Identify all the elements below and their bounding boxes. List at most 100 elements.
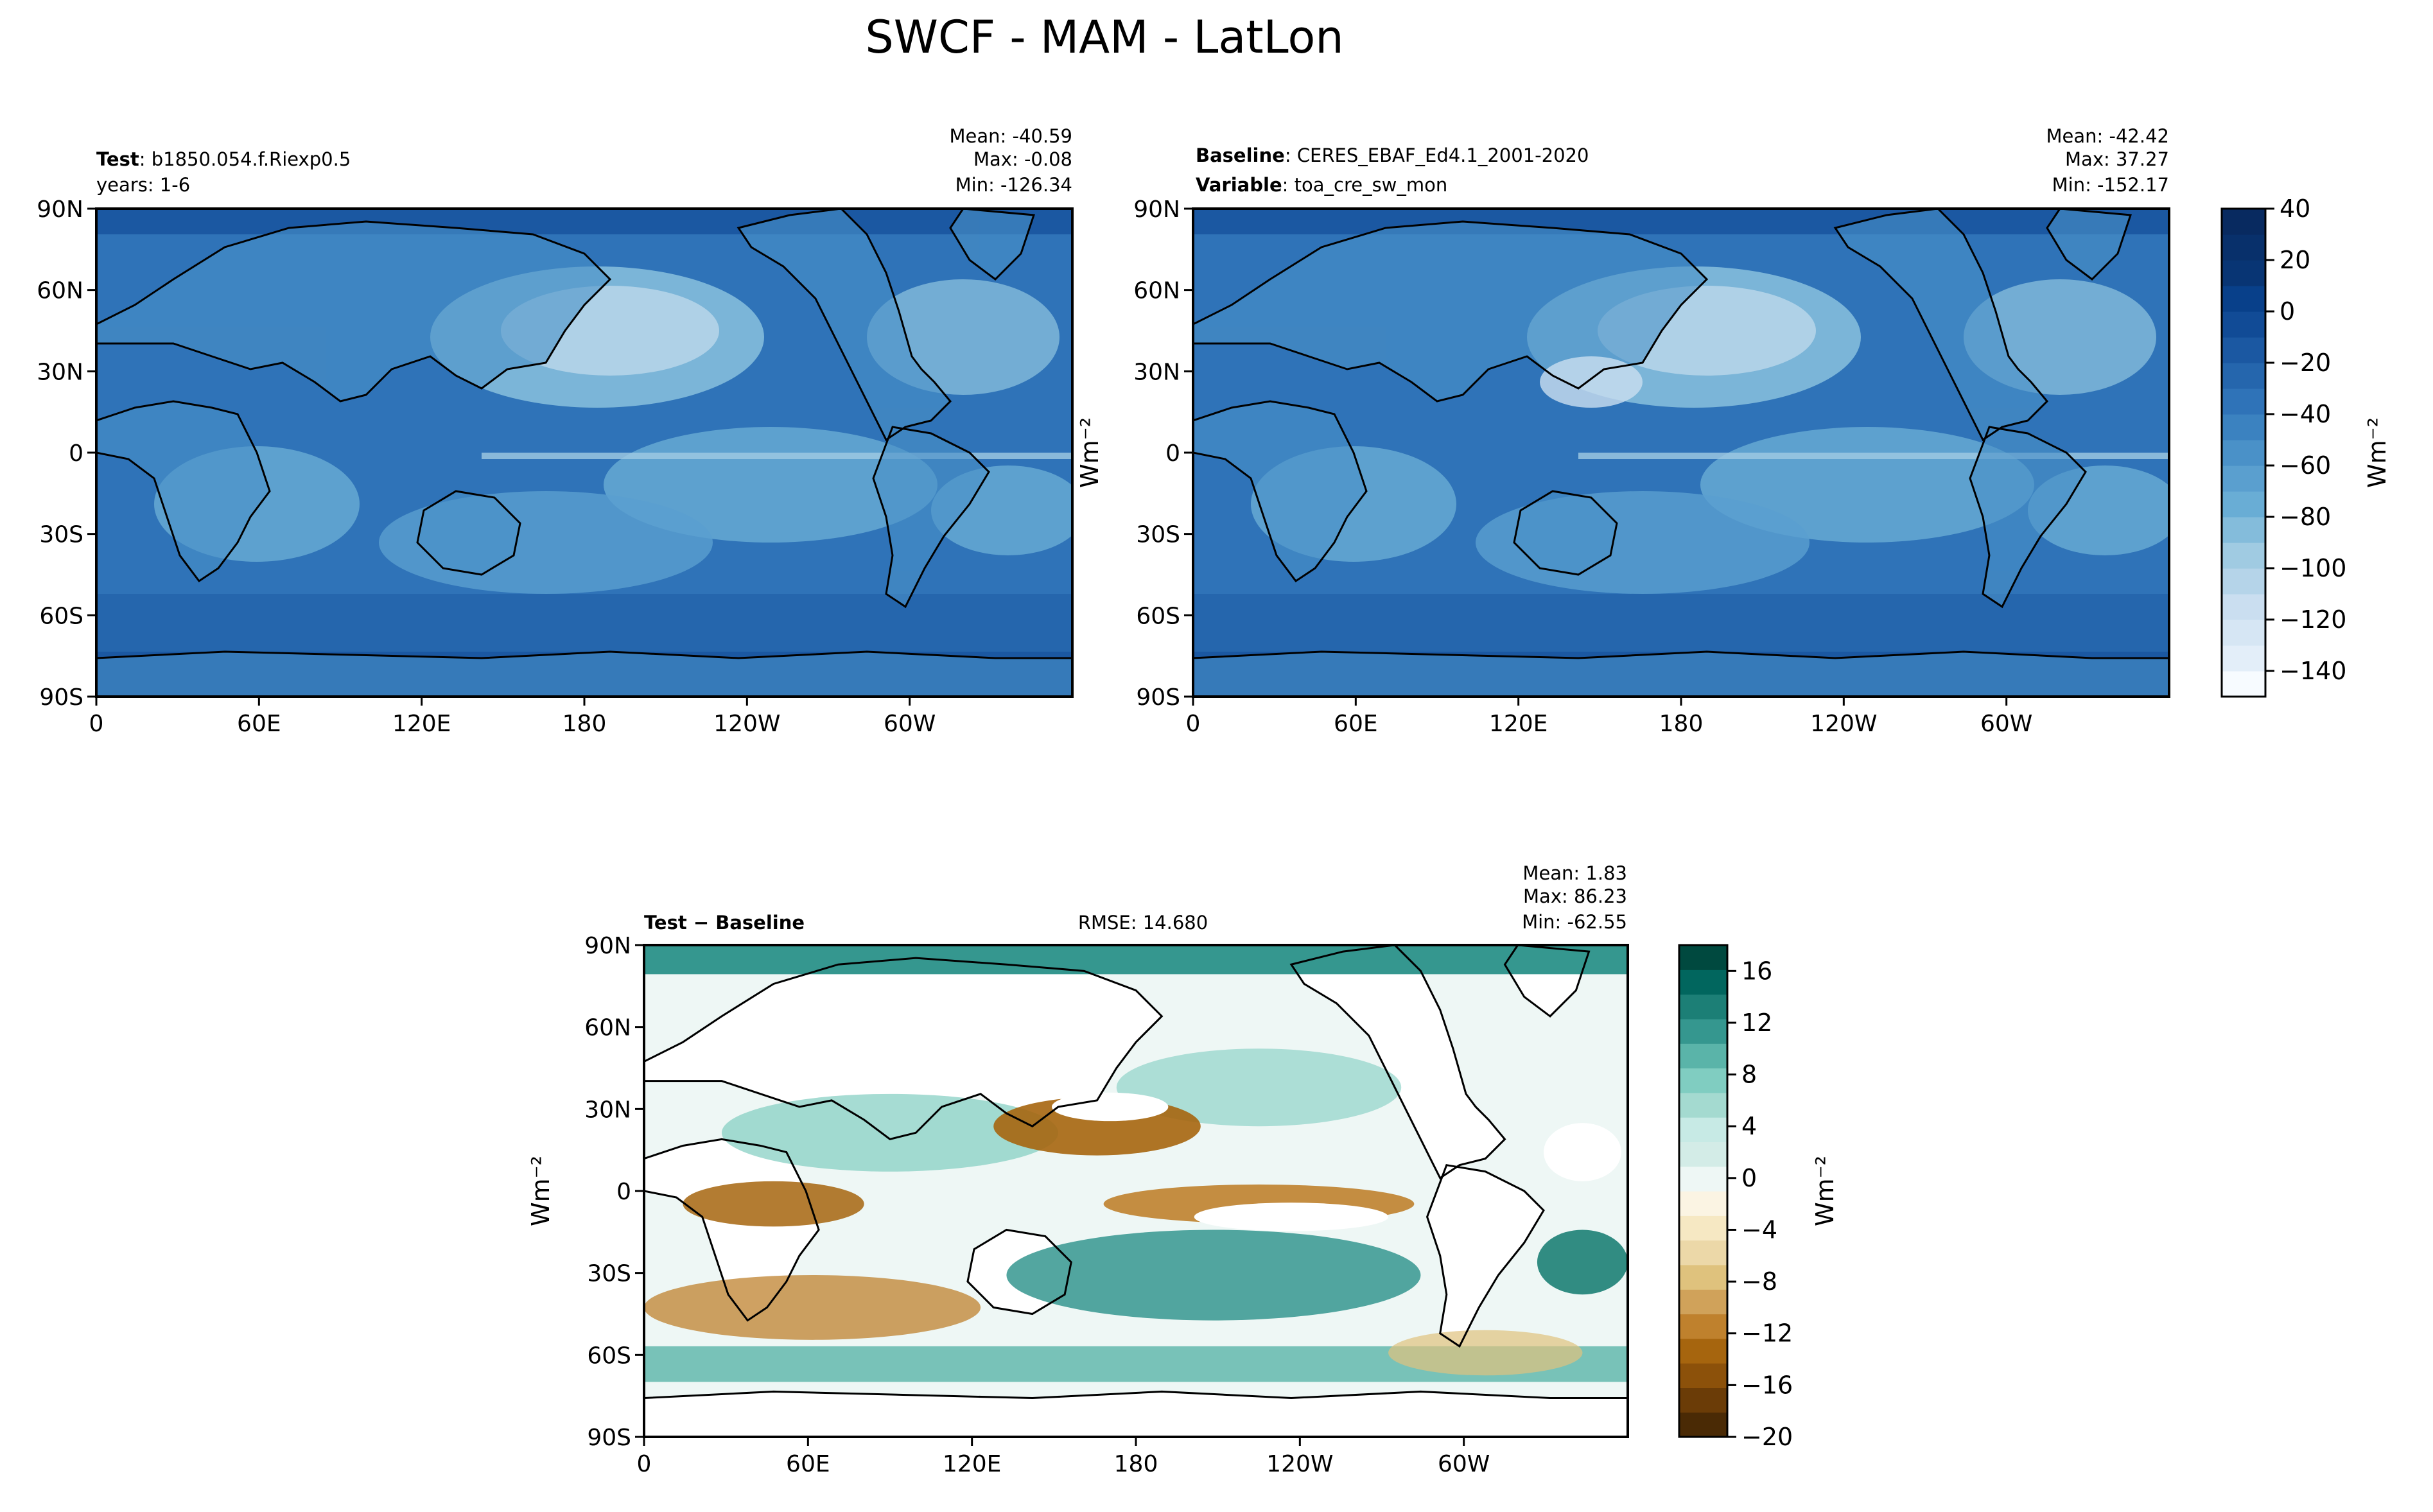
lon-tick-label: 60W [1438, 1451, 1490, 1477]
lat-tick-label: 90S [1136, 684, 1180, 711]
colorbar-segment [2222, 311, 2265, 338]
test-lat-axis: 90N 60N 30N 0 30S 60S 90S [37, 196, 96, 711]
diff-ylabel-unit: Wm⁻² [527, 1156, 555, 1226]
colorbar-segment [1679, 1314, 1727, 1339]
colorbar-tick-label: 0 [1741, 1164, 1757, 1192]
colorbar-segment [2222, 645, 2265, 672]
colorbar-segment [1679, 994, 1727, 1020]
colorbar-segment [1679, 969, 1727, 995]
diff-colorbar-unit: Wm⁻² [1811, 1156, 1839, 1226]
lat-tick-label: 30N [1133, 359, 1180, 385]
diff-lat-axis: 90N 60N 30N 0 30S 60S 90S [584, 933, 644, 1451]
lon-tick-label: 60W [1980, 711, 2032, 737]
baseline-variable-value: toa_cre_sw_mon [1295, 174, 1448, 196]
colorbar-tick-label: −40 [2280, 400, 2331, 428]
colorbar-segment [1679, 1018, 1727, 1044]
colorbar-segment [1679, 1092, 1727, 1118]
lat-tick-label: 0 [1165, 440, 1180, 467]
lon-tick-label: 120E [392, 711, 451, 737]
colorbar-tick-label: −20 [1741, 1423, 1793, 1451]
colorbar-tick-label: −100 [2280, 554, 2346, 582]
test-max: Max: -0.08 [973, 148, 1072, 170]
colorbar-segment [2222, 234, 2265, 261]
baseline-mean: Mean: -42.42 [2046, 125, 2170, 147]
colorbar-segment [2222, 543, 2265, 569]
colorbar-tick-label: 20 [2280, 246, 2310, 274]
lon-tick-label: 120E [1489, 711, 1548, 737]
lon-tick-label: 120W [713, 711, 780, 737]
colorbar-tick-label: −16 [1741, 1371, 1793, 1399]
colorbar-tick-label: 12 [1741, 1009, 1772, 1037]
baseline-ylabel-unit: Wm⁻² [1076, 417, 1104, 488]
lon-tick-label: 180 [1114, 1451, 1158, 1477]
colorbar-segment [2222, 388, 2265, 415]
colorbar-segment [1679, 1387, 1727, 1413]
lon-tick-label: 180 [1659, 711, 1704, 737]
lat-tick-label: 30N [584, 1097, 631, 1123]
lat-tick-label: 60S [587, 1343, 631, 1369]
colorbar-tick-label: 40 [2280, 195, 2310, 223]
colorbar-segment [2222, 440, 2265, 466]
baseline-max: Max: 37.27 [2065, 148, 2169, 170]
colorbar-segment [2222, 671, 2265, 697]
colorbar-segment [1679, 1117, 1727, 1142]
baseline-lat-axis: 90N 60N 30N 0 30S 60S 90S [1133, 196, 1193, 711]
colorbar-tick-label: −80 [2280, 503, 2331, 531]
svg-text:Baseline: CERES_EBAF_Ed4.1_200: Baseline: CERES_EBAF_Ed4.1_2001-2020 [1196, 144, 1589, 166]
colorbar-tick-label: −60 [2280, 451, 2331, 480]
lat-tick-label: 0 [69, 440, 83, 467]
colorbar-segment [2222, 286, 2265, 312]
lat-tick-label: 30S [39, 522, 83, 548]
test-label-key: Test [96, 148, 139, 170]
lon-tick-label: 60E [786, 1451, 830, 1477]
colorbar-segment [1679, 1043, 1727, 1069]
lat-tick-label: 60N [584, 1015, 631, 1041]
lon-tick-label: 0 [1186, 711, 1201, 737]
colorbar-tick-label: −120 [2280, 605, 2346, 634]
lat-tick-label: 60N [37, 278, 83, 304]
baseline-map-field [1193, 209, 2182, 697]
diff-rmse: RMSE: 14.680 [1078, 912, 1208, 934]
test-years: years: 1-6 [96, 174, 190, 196]
lat-tick-label: 30N [37, 359, 83, 385]
colorbar-tick-label: 4 [1741, 1112, 1757, 1140]
colorbar-segment [1679, 1412, 1727, 1438]
lat-tick-label: 90S [39, 684, 83, 711]
colorbar-segment [2222, 209, 2265, 235]
lat-tick-label: 60N [1133, 278, 1180, 304]
lon-tick-label: 180 [562, 711, 607, 737]
lon-tick-label: 120W [1266, 1451, 1333, 1477]
svg-text:Variable: toa_cre_sw_mon: Variable: toa_cre_sw_mon [1196, 174, 1447, 196]
colorbar-tick-label: 0 [2280, 297, 2295, 326]
colorbar-segment [2222, 337, 2265, 363]
diff-min: Min: -62.55 [1522, 911, 1627, 933]
baseline-lon-axis: 0 60E 120E 180 120W 60W [1186, 697, 2032, 737]
colorbar-segment [1679, 1363, 1727, 1388]
main-colorbar: 40 20 0 −20 −40 −60 −80 −100 −120 −140 [2220, 195, 2346, 698]
lon-tick-label: 60E [237, 711, 281, 737]
colorbar-segment [2222, 620, 2265, 646]
colorbar-tick-label: −4 [1741, 1215, 1777, 1244]
difference-colorbar: 16 12 8 4 0 −4 −8 −12 −16 −20 [1678, 944, 1793, 1451]
test-map-panel: Test: b1850.054.f.Riexp0.5 years: 1-6 Me… [37, 125, 1074, 737]
baseline-map-panel: Baseline: CERES_EBAF_Ed4.1_2001-2020 Var… [1133, 125, 2182, 737]
lat-tick-label: 30S [587, 1261, 631, 1287]
lon-tick-label: 60E [1334, 711, 1378, 737]
test-label-value: b1850.054.f.Riexp0.5 [152, 148, 351, 170]
colorbar-segment [2222, 491, 2265, 517]
lat-tick-label: 60S [1136, 603, 1180, 629]
baseline-min: Min: -152.17 [2052, 174, 2169, 196]
colorbar-segment [2222, 465, 2265, 492]
lon-tick-label: 120W [1810, 711, 1877, 737]
colorbar-segment [2222, 568, 2265, 595]
lat-tick-label: 90S [587, 1425, 631, 1451]
colorbar-tick-label: −12 [1741, 1319, 1793, 1348]
colorbar-segment [2222, 517, 2265, 543]
colorbar-segment [2222, 363, 2265, 389]
baseline-label-value: CERES_EBAF_Ed4.1_2001-2020 [1297, 144, 1589, 166]
figure-title: SWCF - MAM - LatLon [865, 11, 1343, 64]
colorbar-segment [1679, 1191, 1727, 1216]
colorbar-tick-label: −140 [2280, 657, 2346, 685]
lat-tick-label: 0 [616, 1179, 631, 1205]
colorbar-segment [1679, 1166, 1727, 1192]
